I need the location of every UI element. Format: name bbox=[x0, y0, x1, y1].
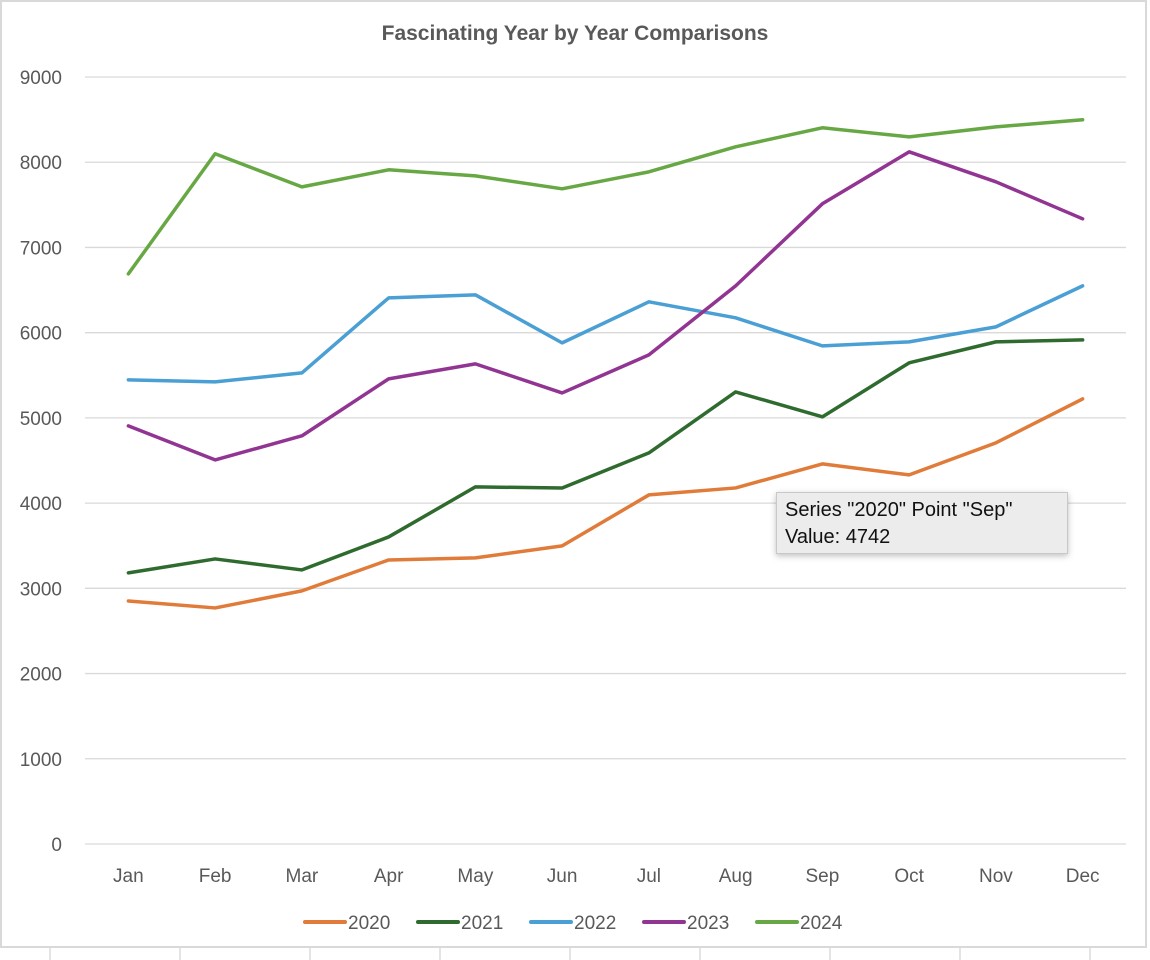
tooltip-series: Series "2020" Point "Sep" bbox=[785, 499, 1013, 521]
series-line-2020 bbox=[126, 397, 1085, 610]
y-tick-label: 2000 bbox=[20, 665, 62, 686]
y-tick-label: 0 bbox=[51, 835, 62, 856]
y-tick-label: 4000 bbox=[20, 494, 62, 515]
x-tick-label: Aug bbox=[719, 866, 753, 887]
y-tick-label: 6000 bbox=[20, 324, 62, 345]
y-tick-label: 8000 bbox=[20, 153, 62, 174]
legend-label-2021: 2021 bbox=[461, 913, 503, 934]
series-line-2021 bbox=[126, 338, 1085, 575]
y-tick-label: 1000 bbox=[20, 750, 62, 771]
series-line-2024 bbox=[126, 118, 1085, 276]
x-tick-label: Mar bbox=[286, 866, 319, 887]
legend-label-2024: 2024 bbox=[800, 913, 843, 934]
legend-label-2023: 2023 bbox=[687, 913, 729, 934]
x-tick-label: Jun bbox=[547, 866, 578, 887]
tooltip: Series "2020" Point "Sep" Value: 4742 bbox=[776, 492, 1068, 554]
x-tick-label: Sep bbox=[805, 866, 839, 887]
legend-label-2022: 2022 bbox=[574, 913, 616, 934]
x-tick-label: Feb bbox=[199, 866, 232, 887]
y-tick-label: 7000 bbox=[20, 238, 62, 259]
chart-title: Fascinating Year by Year Comparisons bbox=[382, 22, 769, 45]
x-tick-label: Oct bbox=[894, 866, 924, 887]
y-tick-label: 5000 bbox=[20, 409, 62, 430]
x-tick-label: Apr bbox=[374, 866, 404, 887]
y-tick-label: 9000 bbox=[20, 68, 62, 89]
x-tick-label: Jul bbox=[637, 866, 661, 887]
x-tick-label: Nov bbox=[979, 866, 1013, 887]
series-line-2022 bbox=[126, 284, 1085, 384]
x-tick-label: Jan bbox=[113, 866, 144, 887]
legend-label-2020: 2020 bbox=[348, 913, 390, 934]
x-tick-label: Dec bbox=[1066, 866, 1100, 887]
x-tick-label: May bbox=[457, 866, 493, 887]
y-tick-label: 3000 bbox=[20, 579, 62, 600]
series-line-2023 bbox=[126, 150, 1085, 462]
tooltip-value: Value: 4742 bbox=[785, 526, 891, 548]
